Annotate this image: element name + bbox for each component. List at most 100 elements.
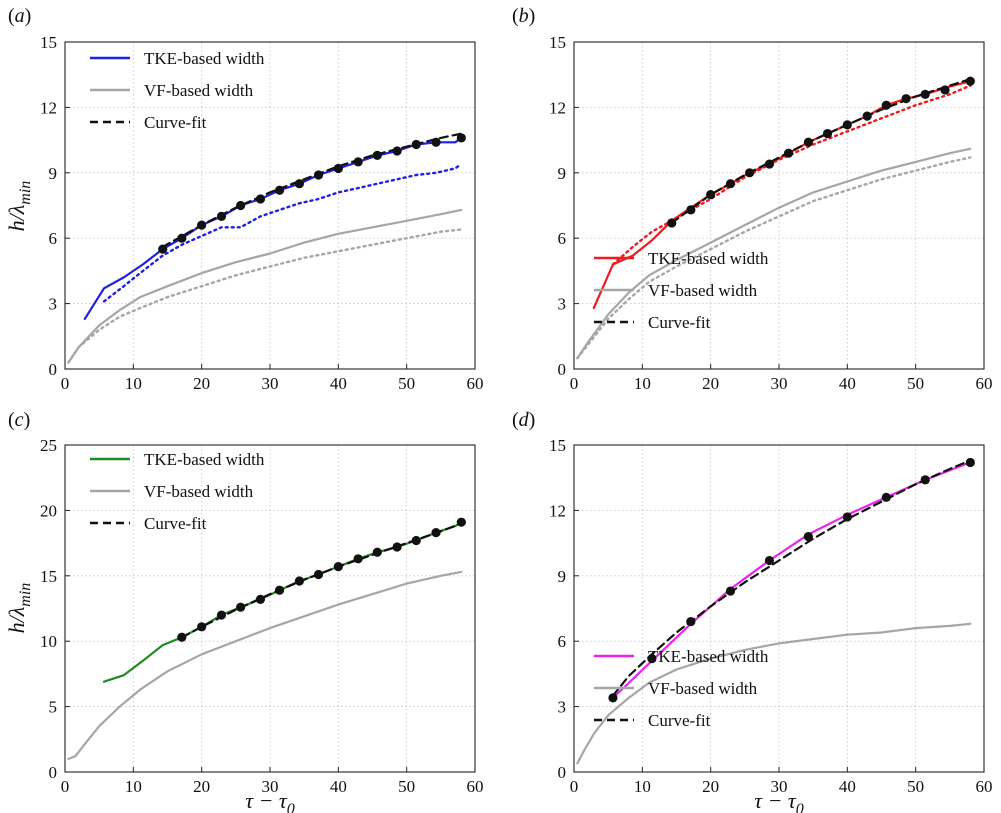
x-tick-label: 20 bbox=[702, 777, 719, 796]
data-point-marker bbox=[393, 146, 402, 155]
data-point-marker bbox=[158, 245, 167, 254]
data-point-marker bbox=[765, 556, 774, 565]
data-point-marker bbox=[275, 586, 284, 595]
x-tick-label: 60 bbox=[976, 777, 993, 796]
plot-area bbox=[68, 133, 466, 362]
data-point-marker bbox=[706, 190, 715, 199]
x-tick-label: 20 bbox=[702, 374, 719, 393]
legend-label: TKE-based width bbox=[144, 450, 265, 469]
data-point-marker bbox=[823, 129, 832, 138]
x-tick-label: 30 bbox=[262, 374, 279, 393]
y-tick-label: 15 bbox=[40, 567, 57, 586]
data-point-marker bbox=[921, 90, 930, 99]
data-point-marker bbox=[882, 101, 891, 110]
y-tick-label: 6 bbox=[49, 229, 58, 248]
series-line-tke-based-width bbox=[85, 138, 462, 319]
data-point-marker bbox=[217, 212, 226, 221]
series-line-dotted-1 bbox=[613, 86, 970, 265]
panel-a: 0 10 20 30 40 50 6003691215(a)TKE-based widthV… bbox=[8, 5, 484, 393]
data-point-marker bbox=[334, 562, 343, 571]
x-tick-label: 10 bbox=[634, 777, 651, 796]
legend-label: VF-based width bbox=[648, 679, 758, 698]
data-point-marker bbox=[197, 622, 206, 631]
data-point-marker bbox=[902, 94, 911, 103]
data-point-marker bbox=[256, 194, 265, 203]
series-line-vf-based-width bbox=[577, 624, 970, 764]
series-line-dotted-3 bbox=[577, 158, 970, 359]
legend: TKE-based width VF-based width Curve-fit bbox=[594, 647, 769, 730]
data-point-marker bbox=[177, 234, 186, 243]
x-tick-label: 0 bbox=[570, 777, 579, 796]
x-tick-label: 20 bbox=[193, 777, 210, 796]
data-point-marker bbox=[863, 112, 872, 121]
y-axis-label: h/λmin bbox=[4, 181, 34, 232]
x-tick-label: 10 bbox=[125, 777, 142, 796]
data-point-marker bbox=[966, 77, 975, 86]
data-point-marker bbox=[940, 85, 949, 94]
x-axis-label: τ − τ0 bbox=[245, 788, 295, 813]
y-tick-label: 15 bbox=[549, 33, 566, 52]
legend-label: Curve-fit bbox=[144, 514, 207, 533]
data-point-marker bbox=[431, 138, 440, 147]
x-tick-label: 60 bbox=[467, 777, 484, 796]
x-tick-label: 40 bbox=[839, 374, 856, 393]
x-tick-label: 10 bbox=[125, 374, 142, 393]
y-tick-label: 3 bbox=[49, 295, 58, 314]
y-tick-label: 6 bbox=[558, 632, 567, 651]
x-tick-label: 10 bbox=[634, 374, 651, 393]
x-tick-label: 60 bbox=[976, 374, 993, 393]
data-point-marker bbox=[921, 475, 930, 484]
y-tick-label: 9 bbox=[558, 164, 567, 183]
data-point-marker bbox=[373, 151, 382, 160]
y-tick-label: 12 bbox=[40, 98, 57, 117]
panel-d: 0 10 20 30 40 50 60 0 3 6 9 12 15 (d) TKE-based width V… bbox=[512, 409, 993, 796]
y-tick-label: 15 bbox=[40, 33, 57, 52]
y-tick-label: 5 bbox=[49, 698, 58, 717]
legend-label: TKE-based width bbox=[648, 647, 769, 666]
y-tick-label: 10 bbox=[40, 632, 57, 651]
y-tick-label: 3 bbox=[558, 698, 567, 717]
series-line-vf-based-width bbox=[68, 210, 461, 363]
y-tick-label: 20 bbox=[40, 501, 57, 520]
x-tick-label: 50 bbox=[907, 374, 924, 393]
y-tick-label: 9 bbox=[49, 164, 58, 183]
x-tick-label: 60 bbox=[467, 374, 484, 393]
x-tick-label: 40 bbox=[330, 777, 347, 796]
y-tick-label: 25 bbox=[40, 436, 57, 455]
y-tick-label: 0 bbox=[49, 360, 58, 379]
data-point-marker bbox=[686, 617, 695, 626]
legend: TKE-based width VF-based width Curve-fit bbox=[90, 49, 265, 132]
series-line-curve-fit bbox=[163, 134, 462, 247]
data-point-marker bbox=[804, 532, 813, 541]
data-point-marker bbox=[256, 595, 265, 604]
legend-label: TKE-based width bbox=[144, 49, 265, 68]
x-tick-label: 50 bbox=[398, 777, 415, 796]
legend-label: TKE-based width bbox=[648, 249, 769, 268]
y-tick-label: 9 bbox=[558, 567, 567, 586]
data-point-marker bbox=[966, 458, 975, 467]
data-point-marker bbox=[667, 218, 676, 227]
data-point-marker bbox=[314, 570, 323, 579]
panel-b: 0 10 20 30 40 50 60 0 3 6 9 12 15 (b) TKE-based width V… bbox=[512, 5, 993, 393]
x-tick-label: 40 bbox=[330, 374, 347, 393]
x-tick-label: 20 bbox=[193, 374, 210, 393]
series-line-curve-fit bbox=[672, 79, 971, 223]
x-tick-label: 0 bbox=[61, 374, 70, 393]
data-point-marker bbox=[843, 120, 852, 129]
data-point-marker bbox=[197, 221, 206, 230]
data-point-marker bbox=[882, 493, 891, 502]
data-point-marker bbox=[295, 576, 304, 585]
y-tick-label: 15 bbox=[549, 436, 566, 455]
data-point-marker bbox=[804, 138, 813, 147]
data-point-marker bbox=[236, 603, 245, 612]
series-line-dotted-3 bbox=[68, 230, 461, 363]
data-point-marker bbox=[457, 133, 466, 142]
data-point-marker bbox=[726, 179, 735, 188]
legend-label: Curve-fit bbox=[648, 711, 711, 730]
data-point-marker bbox=[726, 586, 735, 595]
panel-label: (d) bbox=[512, 409, 535, 431]
legend-label: VF-based width bbox=[648, 281, 758, 300]
data-point-marker bbox=[608, 693, 617, 702]
x-tick-label: 30 bbox=[771, 374, 788, 393]
